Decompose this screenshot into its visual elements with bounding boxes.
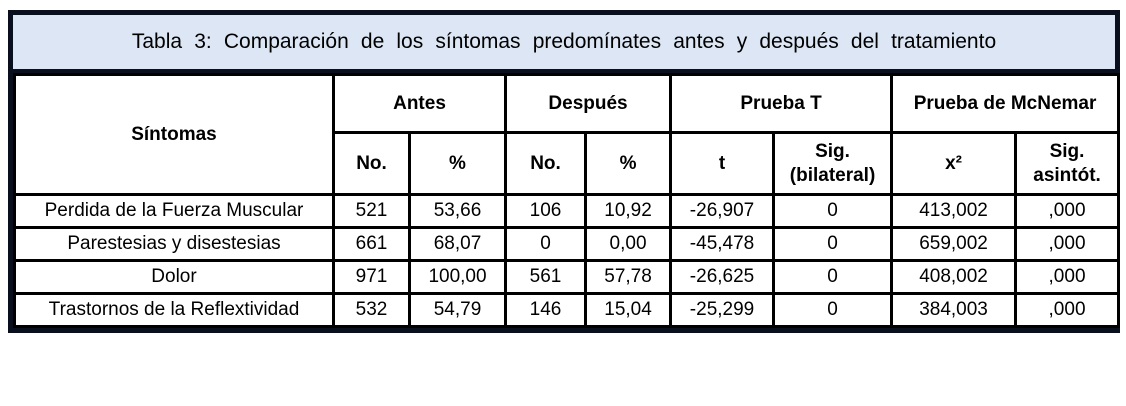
data-cell: ,000 bbox=[1014, 259, 1121, 295]
data-cell: 0,00 bbox=[584, 226, 673, 262]
row-label: Dolor bbox=[13, 259, 335, 295]
data-cell: 661 bbox=[332, 226, 411, 262]
subheader-sig-asintot: Sig. asintót. bbox=[1014, 131, 1121, 196]
row-label: Trastornos de la Reflextividad bbox=[13, 292, 335, 328]
data-cell: 413,002 bbox=[890, 193, 1018, 229]
data-cell: 659,002 bbox=[890, 226, 1018, 262]
row-label: Perdida de la Fuerza Muscular bbox=[13, 193, 335, 229]
data-cell: 971 bbox=[332, 259, 411, 295]
table-row: Perdida de la Fuerza Muscular 521 53,66 … bbox=[13, 193, 1121, 229]
subheader-despues-no: No. bbox=[504, 131, 588, 196]
data-cell: 521 bbox=[332, 193, 411, 229]
data-cell: 0 bbox=[772, 259, 894, 295]
header-sub-row: No. % No. % t Sig. (bilateral) x² Sig. a… bbox=[15, 131, 1121, 196]
table-row: Parestesias y disestesias 661 68,07 0 0,… bbox=[13, 226, 1121, 262]
group-header-antes: Antes bbox=[331, 73, 508, 134]
subheader-antes-pct: % bbox=[407, 131, 508, 196]
subheader-sig-bilateral: Sig. (bilateral) bbox=[772, 131, 894, 196]
data-cell: ,000 bbox=[1014, 292, 1121, 328]
data-cell: ,000 bbox=[1014, 193, 1121, 229]
data-cell: 106 bbox=[504, 193, 588, 229]
data-cell: 0 bbox=[504, 226, 588, 262]
subheader-t: t bbox=[669, 131, 776, 196]
data-cell: -26,907 bbox=[669, 193, 776, 229]
data-cell: 408,002 bbox=[890, 259, 1018, 295]
data-cell: 561 bbox=[504, 259, 588, 295]
data-cell: 0 bbox=[772, 226, 894, 262]
group-header-prueba-t: Prueba T bbox=[669, 73, 894, 134]
data-cell: 0 bbox=[772, 193, 894, 229]
row-label: Parestesias y disestesias bbox=[13, 226, 335, 262]
header-sintomas: Síntomas bbox=[13, 73, 335, 196]
group-header-despues: Después bbox=[504, 73, 673, 134]
data-cell: 0 bbox=[772, 292, 894, 328]
group-header-mcnemar: Prueba de McNemar bbox=[890, 73, 1121, 134]
data-cell: 57,78 bbox=[584, 259, 673, 295]
data-cell: 146 bbox=[504, 292, 588, 328]
data-cell: 532 bbox=[332, 292, 411, 328]
data-cell: ,000 bbox=[1014, 226, 1121, 262]
data-cell: -45,478 bbox=[669, 226, 776, 262]
table-frame: Tabla 3: Comparación de los síntomas pre… bbox=[8, 10, 1121, 333]
data-cell: 384,003 bbox=[890, 292, 1018, 328]
table-row: Dolor 971 100,00 561 57,78 -26,625 0 408… bbox=[13, 259, 1121, 295]
data-cell: 100,00 bbox=[407, 259, 508, 295]
header-group-row: Síntomas Antes Después Prueba T Prueba d… bbox=[13, 73, 1121, 196]
table-title: Tabla 3: Comparación de los síntomas pre… bbox=[13, 15, 1115, 73]
table-row: Trastornos de la Reflextividad 532 54,79… bbox=[13, 292, 1121, 328]
comparison-table: Síntomas Antes Después Prueba T Prueba d… bbox=[13, 73, 1121, 328]
data-cell: 53,66 bbox=[407, 193, 508, 229]
data-cell: 68,07 bbox=[407, 226, 508, 262]
data-cell: -26,625 bbox=[669, 259, 776, 295]
data-cell: 54,79 bbox=[407, 292, 508, 328]
subheader-chi2: x² bbox=[890, 131, 1018, 196]
data-cell: 15,04 bbox=[584, 292, 673, 328]
subheader-antes-no: No. bbox=[332, 131, 411, 196]
data-cell: -25,299 bbox=[669, 292, 776, 328]
data-cell: 10,92 bbox=[584, 193, 673, 229]
subheader-despues-pct: % bbox=[584, 131, 673, 196]
